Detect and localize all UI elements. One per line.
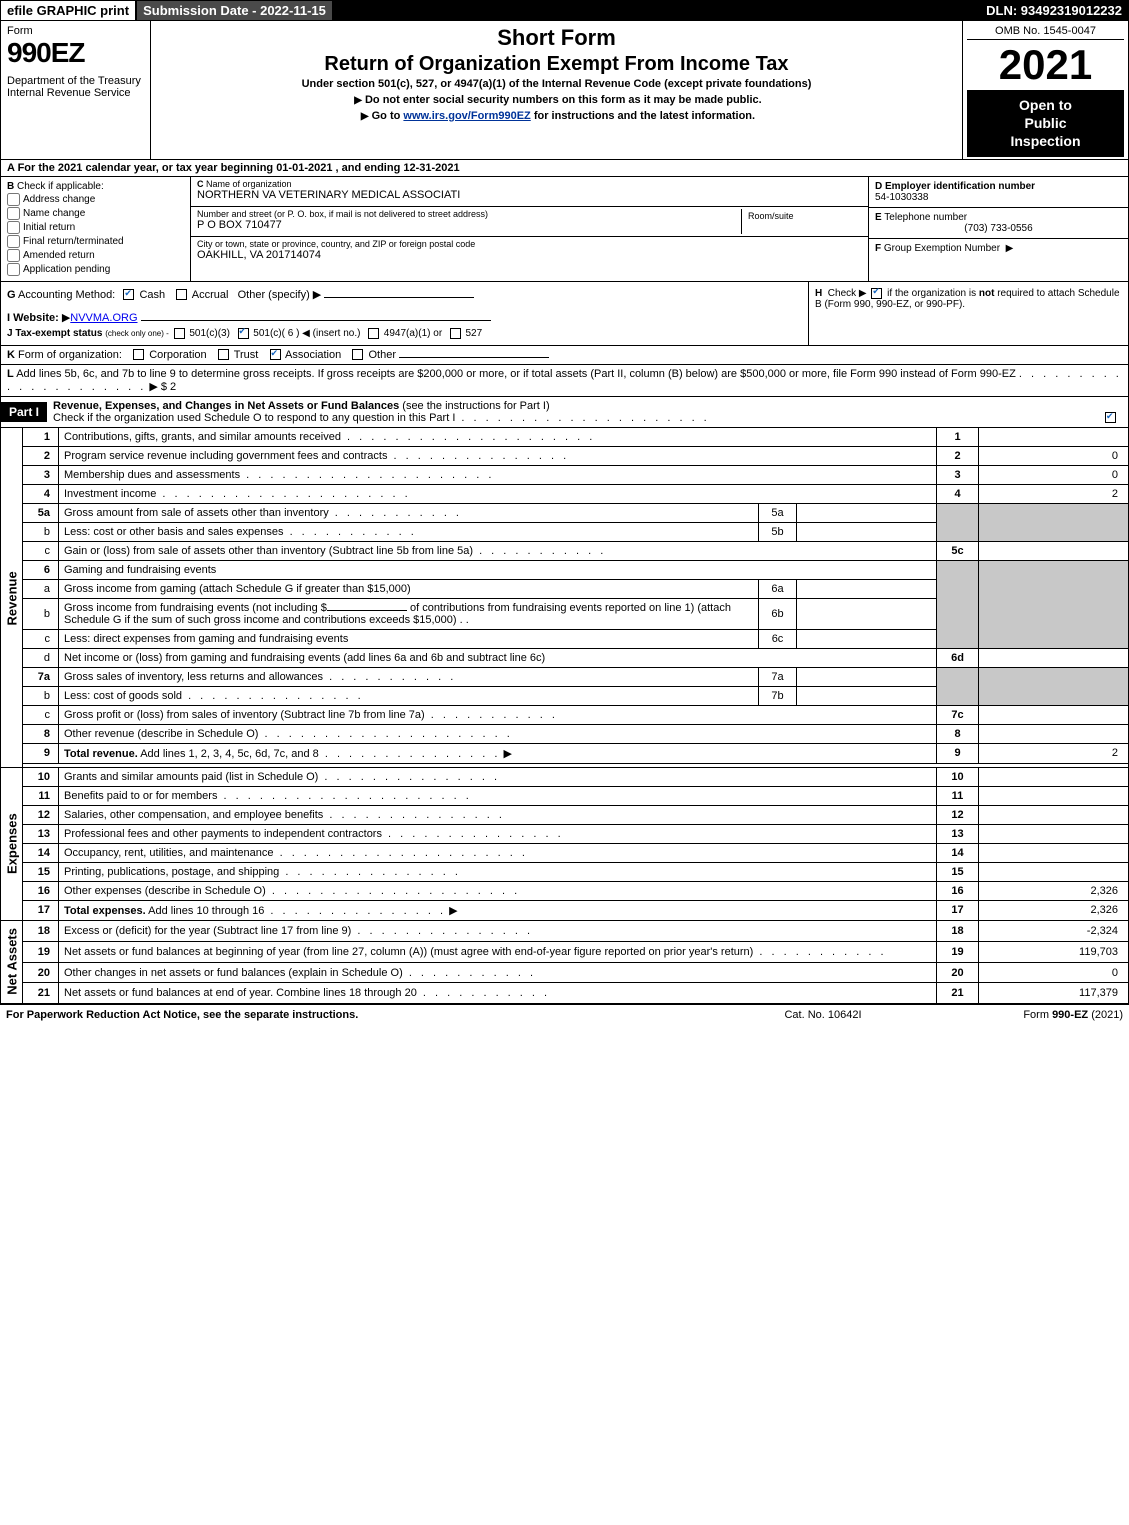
part1-header-row: Part I Revenue, Expenses, and Changes in… <box>0 397 1129 428</box>
header-right: OMB No. 1545-0047 2021 Open to Public In… <box>963 21 1128 159</box>
org-street: P O BOX 710477 <box>197 219 741 231</box>
cb-501c[interactable] <box>238 328 249 339</box>
section-bcdef: B Check if applicable: Address change Na… <box>0 177 1129 282</box>
irs-link[interactable]: www.irs.gov/Form990EZ <box>403 110 530 122</box>
line-9: 9 Total revenue. Add lines 1, 2, 3, 4, 5… <box>1 743 1129 763</box>
line-6d: d Net income or (loss) from gaming and f… <box>1 648 1129 667</box>
cb-initial-return[interactable]: Initial return <box>7 221 184 234</box>
line-6: 6 Gaming and fundraising events <box>1 560 1129 579</box>
irs-line: Internal Revenue Service <box>7 87 131 99</box>
header-left: Form 990EZ Department of the Treasury In… <box>1 21 151 159</box>
instruction-2: Go to www.irs.gov/Form990EZ for instruct… <box>159 110 954 122</box>
line-18: Net Assets 18 Excess or (deficit) for th… <box>1 920 1129 941</box>
line-14: 14 Occupancy, rent, utilities, and maint… <box>1 843 1129 862</box>
submission-date: Submission Date - 2022-11-15 <box>135 1 334 20</box>
gross-receipts: $ 2 <box>161 381 176 393</box>
part1-label: Part I <box>1 402 47 422</box>
col-b-checkboxes: B Check if applicable: Address change Na… <box>1 177 191 281</box>
spacer <box>334 1 980 20</box>
cb-527[interactable] <box>450 328 461 339</box>
cb-schedule-b[interactable] <box>871 288 882 299</box>
header-center: Short Form Return of Organization Exempt… <box>151 21 963 159</box>
line-4: 4 Investment income 4 2 <box>1 484 1129 503</box>
cb-corp[interactable] <box>133 349 144 360</box>
dln: DLN: 93492319012232 <box>980 1 1128 20</box>
cb-cash[interactable] <box>123 289 134 300</box>
line-16: 16 Other expenses (describe in Schedule … <box>1 881 1129 900</box>
line-1: Revenue 1 Contributions, gifts, grants, … <box>1 428 1129 447</box>
footer-cat: Cat. No. 10642I <box>723 1009 923 1021</box>
main-title: Return of Organization Exempt From Incom… <box>159 53 954 76</box>
org-name: NORTHERN VA VETERINARY MEDICAL ASSOCIATI <box>197 189 862 201</box>
org-city: OAKHILL, VA 201714074 <box>197 249 862 261</box>
line-2: 2 Program service revenue including gove… <box>1 446 1129 465</box>
cb-pending[interactable]: Application pending <box>7 263 184 276</box>
line-20: 20 Other changes in net assets or fund b… <box>1 962 1129 983</box>
section-gh: G Accounting Method: Cash Accrual Other … <box>0 282 1129 346</box>
col-def: D Employer identification number 54-1030… <box>868 177 1128 281</box>
omb-number: OMB No. 1545-0047 <box>967 23 1124 40</box>
room-suite: Room/suite <box>742 209 862 234</box>
cb-address-change[interactable]: Address change <box>7 193 184 206</box>
expenses-vlabel: Expenses <box>1 767 23 920</box>
instruction-1: Do not enter social security numbers on … <box>159 94 954 106</box>
row-l: L Add lines 5b, 6c, and 7b to line 9 to … <box>0 365 1129 397</box>
cb-assoc[interactable] <box>270 349 281 360</box>
form-code: 990EZ <box>7 37 144 69</box>
line-15: 15 Printing, publications, postage, and … <box>1 862 1129 881</box>
form-header: Form 990EZ Department of the Treasury In… <box>0 21 1129 160</box>
inspection-box: Open to Public Inspection <box>967 90 1124 157</box>
revenue-vlabel: Revenue <box>1 428 23 768</box>
website-link[interactable]: NVVMA.ORG <box>70 312 137 324</box>
footer-form: Form 990-EZ (2021) <box>923 1009 1123 1021</box>
subtitle: Under section 501(c), 527, or 4947(a)(1)… <box>159 78 954 90</box>
row-a-tax-year: A For the 2021 calendar year, or tax yea… <box>0 160 1129 177</box>
col-g-accounting: G Accounting Method: Cash Accrual Other … <box>1 282 808 345</box>
cb-name-change[interactable]: Name change <box>7 207 184 220</box>
cb-schedule-o[interactable] <box>1105 412 1116 423</box>
cb-501c3[interactable] <box>174 328 185 339</box>
cb-amended[interactable]: Amended return <box>7 249 184 262</box>
line-10: Expenses 10 Grants and similar amounts p… <box>1 767 1129 786</box>
cb-other-org[interactable] <box>352 349 363 360</box>
page-footer: For Paperwork Reduction Act Notice, see … <box>0 1004 1129 1025</box>
cb-4947[interactable] <box>368 328 379 339</box>
footer-left: For Paperwork Reduction Act Notice, see … <box>6 1009 723 1021</box>
line-3: 3 Membership dues and assessments 3 0 <box>1 465 1129 484</box>
cb-final-return[interactable]: Final return/terminated <box>7 235 184 248</box>
col-c-org-info: C Name of organization NORTHERN VA VETER… <box>191 177 868 281</box>
ein: 54-1030338 <box>875 192 928 203</box>
form-word: Form <box>7 25 144 37</box>
line-17: 17 Total expenses. Add lines 10 through … <box>1 900 1129 920</box>
line-12: 12 Salaries, other compensation, and emp… <box>1 805 1129 824</box>
netassets-vlabel: Net Assets <box>1 920 23 1004</box>
line-11: 11 Benefits paid to or for members 11 <box>1 786 1129 805</box>
tax-year: 2021 <box>967 40 1124 90</box>
line-7c: c Gross profit or (loss) from sales of i… <box>1 705 1129 724</box>
line-5c: c Gain or (loss) from sale of assets oth… <box>1 541 1129 560</box>
line-13: 13 Professional fees and other payments … <box>1 824 1129 843</box>
short-form-title: Short Form <box>159 25 954 51</box>
line-5a: 5a Gross amount from sale of assets othe… <box>1 503 1129 522</box>
cb-trust[interactable] <box>218 349 229 360</box>
cb-accrual[interactable] <box>176 289 187 300</box>
line-8: 8 Other revenue (describe in Schedule O)… <box>1 724 1129 743</box>
dept-line: Department of the Treasury <box>7 75 141 87</box>
top-bar: efile GRAPHIC print Submission Date - 20… <box>0 0 1129 21</box>
col-h-schedule-b: H Check ▶ if the organization is not req… <box>808 282 1128 345</box>
telephone: (703) 733-0556 <box>875 223 1122 234</box>
row-k: K Form of organization: Corporation Trus… <box>0 346 1129 365</box>
line-21: 21 Net assets or fund balances at end of… <box>1 983 1129 1004</box>
efile-print[interactable]: efile GRAPHIC print <box>1 1 135 20</box>
line-19: 19 Net assets or fund balances at beginn… <box>1 941 1129 962</box>
line-7a: 7a Gross sales of inventory, less return… <box>1 667 1129 686</box>
lines-table: Revenue 1 Contributions, gifts, grants, … <box>0 428 1129 1005</box>
